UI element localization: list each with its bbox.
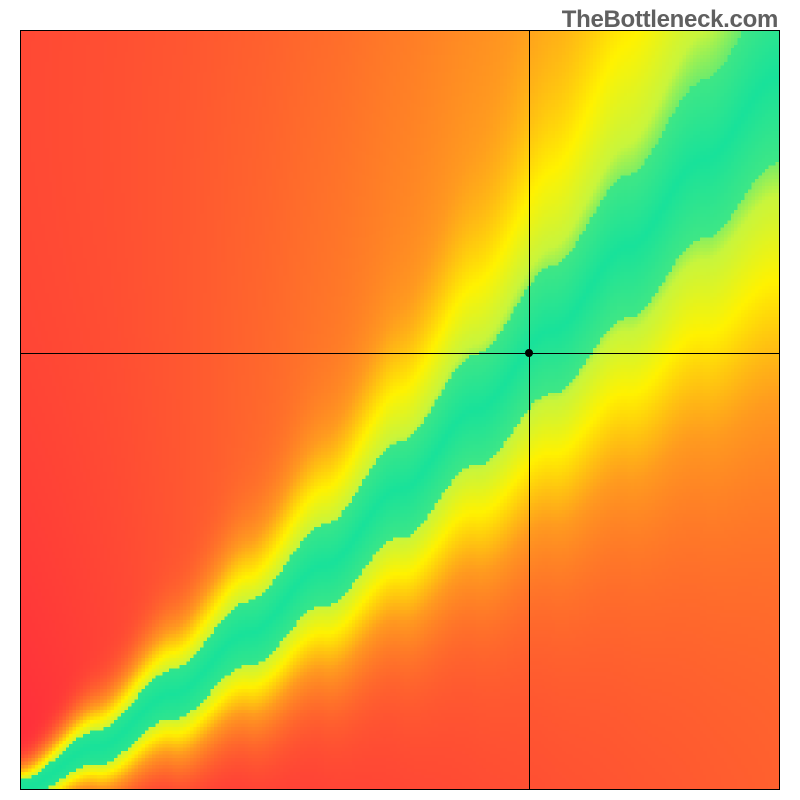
plot-frame — [20, 30, 780, 790]
crosshair-vertical — [529, 31, 530, 789]
heatmap-plot — [21, 31, 779, 789]
chart-container: TheBottleneck.com — [0, 0, 800, 800]
crosshair-horizontal — [21, 353, 779, 354]
crosshair-marker — [525, 349, 533, 357]
heatmap-canvas — [21, 31, 779, 789]
